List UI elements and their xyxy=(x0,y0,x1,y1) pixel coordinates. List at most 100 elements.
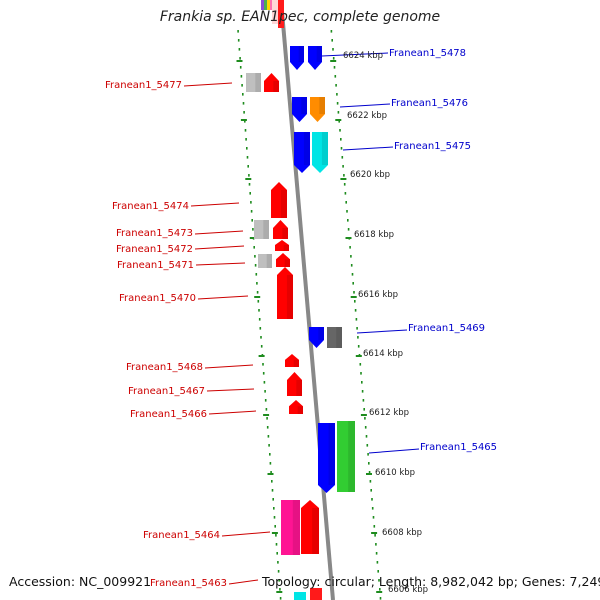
gene-leader-line xyxy=(204,364,254,369)
track-dot xyxy=(334,75,337,78)
kbp-tick-label: 6608 kbp xyxy=(382,528,422,538)
track-dot xyxy=(359,363,362,366)
track-dot xyxy=(374,534,376,537)
track-dot xyxy=(361,390,364,393)
gene-arrow-shade xyxy=(292,500,300,555)
track-dot xyxy=(252,228,254,231)
gene-arrow-shade xyxy=(319,97,325,114)
gene-arrow-shade xyxy=(255,73,261,92)
track-dot xyxy=(343,174,345,177)
track-dot xyxy=(241,84,243,87)
gene-leader-line xyxy=(356,329,408,334)
track-dot xyxy=(379,597,382,600)
track-dot xyxy=(244,129,247,132)
track-tick xyxy=(360,414,367,416)
track-dot xyxy=(248,174,250,177)
track-dot xyxy=(347,228,350,231)
track-dot xyxy=(341,156,344,159)
gene-leader-line xyxy=(194,230,244,235)
track-dot xyxy=(239,57,241,60)
track-dot xyxy=(240,75,243,78)
gene-arrow-shade xyxy=(316,46,322,62)
gene-labels: Franean1_5478 Franean1_5477 Franean1_5476 F… xyxy=(105,48,497,589)
gene-arrow-shade xyxy=(301,97,307,114)
track-dot xyxy=(340,138,342,141)
gene-label: Franean1_5477 xyxy=(105,80,182,91)
gene-label: Franean1_5464 xyxy=(143,530,220,541)
track-dot xyxy=(264,399,267,402)
gene-leader-line xyxy=(197,295,249,300)
track-dot xyxy=(262,372,265,375)
track-dot xyxy=(267,435,270,438)
track-tick xyxy=(366,473,372,475)
track-tick xyxy=(350,296,357,298)
track-dot xyxy=(332,57,335,60)
track-dot xyxy=(375,552,378,555)
track-dot xyxy=(266,417,268,420)
track-dot xyxy=(256,282,258,285)
gene-arrow-shade xyxy=(263,220,269,239)
track-dot xyxy=(255,273,258,276)
gene-leader-line xyxy=(221,531,271,537)
track-dot xyxy=(354,300,356,303)
gene-leader-line xyxy=(321,52,389,57)
track-dot xyxy=(268,444,270,447)
gene-arrow-shade xyxy=(283,244,289,251)
track-dot xyxy=(371,507,374,510)
genome-title: Frankia sp. EAN1pec, complete genome xyxy=(159,9,441,25)
track-tick xyxy=(330,60,337,62)
track-dot xyxy=(365,435,368,438)
track-dot xyxy=(340,147,343,150)
track-dot xyxy=(336,93,338,96)
track-tick xyxy=(355,355,362,357)
track-dot xyxy=(333,66,336,69)
gene-label: Franean1_5470 xyxy=(119,293,196,304)
track-dot xyxy=(273,516,276,519)
track-dot xyxy=(251,219,253,222)
track-tick xyxy=(371,532,378,534)
track-dot xyxy=(366,444,369,447)
track-dot xyxy=(254,255,256,258)
track-dot xyxy=(272,498,274,501)
track-dot xyxy=(238,48,241,51)
kbp-labels: 6624 kbp 6622 kbp 6620 kbp 6618 kbp 6616 kbp… xyxy=(343,51,428,595)
gene-label: Franean1_5475 xyxy=(394,141,471,152)
gene-leader-line xyxy=(228,579,259,585)
gene-arrow-shade xyxy=(266,254,272,268)
kbp-tick-label: 6612 kbp xyxy=(369,408,409,418)
track-dot xyxy=(247,165,249,168)
track-tick xyxy=(340,178,347,180)
track-dot xyxy=(353,291,355,294)
gene-label: Franean1_5463 xyxy=(150,578,227,589)
track-dot xyxy=(332,48,334,51)
track-dot xyxy=(239,66,242,69)
gene-leader-line xyxy=(368,448,420,454)
kbp-tick-label: 6616 kbp xyxy=(358,290,398,300)
kbp-tick-label: 6624 kbp xyxy=(343,51,383,61)
track-dot xyxy=(264,390,266,393)
track-lines xyxy=(236,30,383,600)
track-dot xyxy=(273,507,275,510)
track-dot xyxy=(370,489,372,492)
gene-arrow-shade xyxy=(318,327,324,340)
track-dot xyxy=(263,381,266,384)
gene-label: Franean1_5468 xyxy=(126,362,203,373)
gene-arrow-shade xyxy=(336,327,342,348)
track-tick xyxy=(258,355,265,357)
track-dot xyxy=(345,201,347,204)
accession-text: Accession: NC_009921 xyxy=(9,574,152,589)
track-dot xyxy=(237,39,240,42)
gene-label: Franean1_5471 xyxy=(117,260,194,271)
gene-arrow-shade xyxy=(328,423,335,485)
track-dot xyxy=(269,462,272,465)
track-tick xyxy=(345,237,352,239)
track-tick xyxy=(335,119,342,121)
track-tick xyxy=(240,119,247,121)
track-dot xyxy=(271,489,274,492)
track-dot xyxy=(379,588,381,591)
track-dot xyxy=(257,300,260,303)
kbp-tick-label: 6610 kbp xyxy=(375,468,415,478)
gene-leader-line xyxy=(206,388,255,392)
bottom-partial-genes xyxy=(294,588,322,600)
